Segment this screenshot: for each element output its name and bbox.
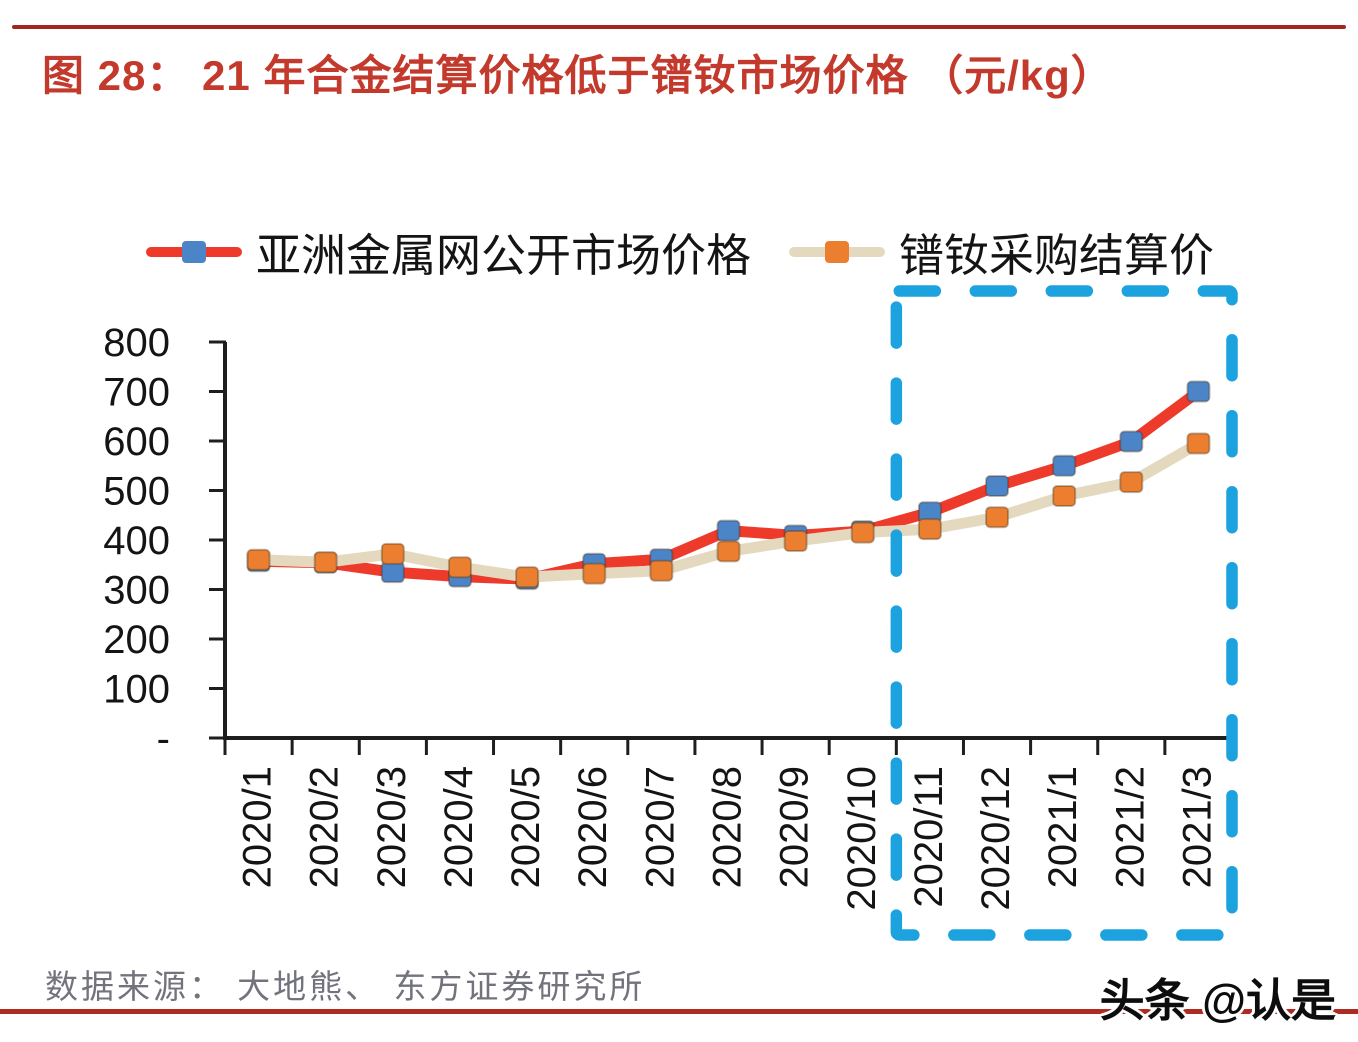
- x-axis-label: 2020/5: [504, 766, 548, 888]
- x-axis-label: 2020/10: [840, 766, 884, 911]
- market-marker-2020/12: [985, 475, 1010, 498]
- y-axis-label: 200: [103, 618, 170, 662]
- settlement-marker-2020/6: [582, 562, 607, 585]
- axis-lines: [223, 342, 1232, 740]
- settlement-marker-2020/2: [313, 551, 338, 574]
- x-axis-label: 2021/2: [1108, 766, 1152, 888]
- highlight-box: [890, 285, 1238, 941]
- x-axis-label: 2021/3: [1175, 766, 1219, 888]
- y-axis-label: 400: [103, 519, 170, 563]
- settlement-marker-2020/1: [246, 548, 271, 571]
- x-axis-label: 2020/3: [370, 766, 414, 888]
- x-axis-label: 2020/11: [907, 766, 951, 908]
- legend-label-settlement: 镨钕采购结算价: [899, 230, 1215, 281]
- settlement-marker-2021/3: [1186, 432, 1211, 455]
- top-divider-line: [12, 25, 1346, 29]
- settlement-marker-2020/4: [447, 556, 472, 579]
- y-axis-label: 700: [103, 371, 170, 415]
- settlement-marker-2020/3: [380, 542, 405, 565]
- legend-swatch-market: [146, 239, 242, 265]
- data-source-note: 数据来源： 大地熊、 东方证券研究所: [45, 968, 646, 1005]
- settlement-marker-2020/12: [985, 506, 1010, 529]
- settlement-marker-2020/11: [917, 518, 942, 541]
- legend-swatch-settlement: [789, 239, 886, 265]
- legend-item-settlement-price: 镨钕采购结算价: [789, 219, 1214, 284]
- market-marker-2020/8: [716, 519, 741, 542]
- y-axis-label: 100: [103, 668, 170, 712]
- x-axis-label: 2020/12: [974, 766, 1018, 911]
- market-marker-2020/3: [380, 561, 405, 584]
- settlement-marker-2020/10: [850, 521, 875, 544]
- x-axis-label: 2020/2: [303, 766, 347, 888]
- y-axis-label: 300: [103, 569, 170, 613]
- market-marker-2021/2: [1119, 430, 1144, 453]
- x-axis-label: 2020/4: [437, 766, 481, 888]
- legend-label-market: 亚洲金属网公开市场价格: [256, 230, 752, 281]
- y-axis-label: 600: [103, 420, 170, 464]
- settlement-marker-2020/9: [783, 529, 808, 552]
- y-axis-label: 800: [103, 321, 170, 365]
- legend-marker-orange-square-icon: [825, 240, 850, 263]
- watermark-toutiao: 头条 @认是: [1099, 975, 1336, 1026]
- x-axis-label: 2020/1: [236, 766, 280, 888]
- line-chart: - 100 200 300 400 500 600 700 800 2020/1 2020/2 202…: [103, 285, 1238, 941]
- settlement-marker-2021/1: [1052, 484, 1077, 507]
- settlement-marker-2021/2: [1119, 471, 1144, 494]
- chart-title: 图 28： 21 年合金结算价格低于镨钕市场价格 （元/kg）: [42, 52, 1114, 99]
- chart-legend: 亚洲金属网公开市场价格 镨钕采购结算价: [146, 219, 1214, 284]
- market-marker-2021/1: [1052, 454, 1077, 477]
- legend-marker-blue-square-icon: [182, 240, 206, 263]
- y-axis-label: 500: [103, 470, 170, 514]
- settlement-marker-2020/8: [716, 540, 741, 563]
- x-axis-label: 2020/8: [706, 766, 750, 888]
- settlement-marker-2020/7: [649, 559, 674, 582]
- y-axis-label: -: [157, 717, 170, 761]
- legend-item-market-price: 亚洲金属网公开市场价格: [146, 219, 751, 284]
- x-axis-label: 2020/9: [773, 766, 817, 888]
- market-marker-2021/3: [1186, 380, 1211, 403]
- bottom-divider-line: [0, 1009, 1358, 1014]
- x-axis-label: 2020/6: [571, 766, 615, 888]
- x-axis-label: 2021/1: [1041, 766, 1085, 888]
- x-axis-label: 2020/7: [638, 766, 682, 888]
- settlement-marker-2020/5: [515, 566, 540, 589]
